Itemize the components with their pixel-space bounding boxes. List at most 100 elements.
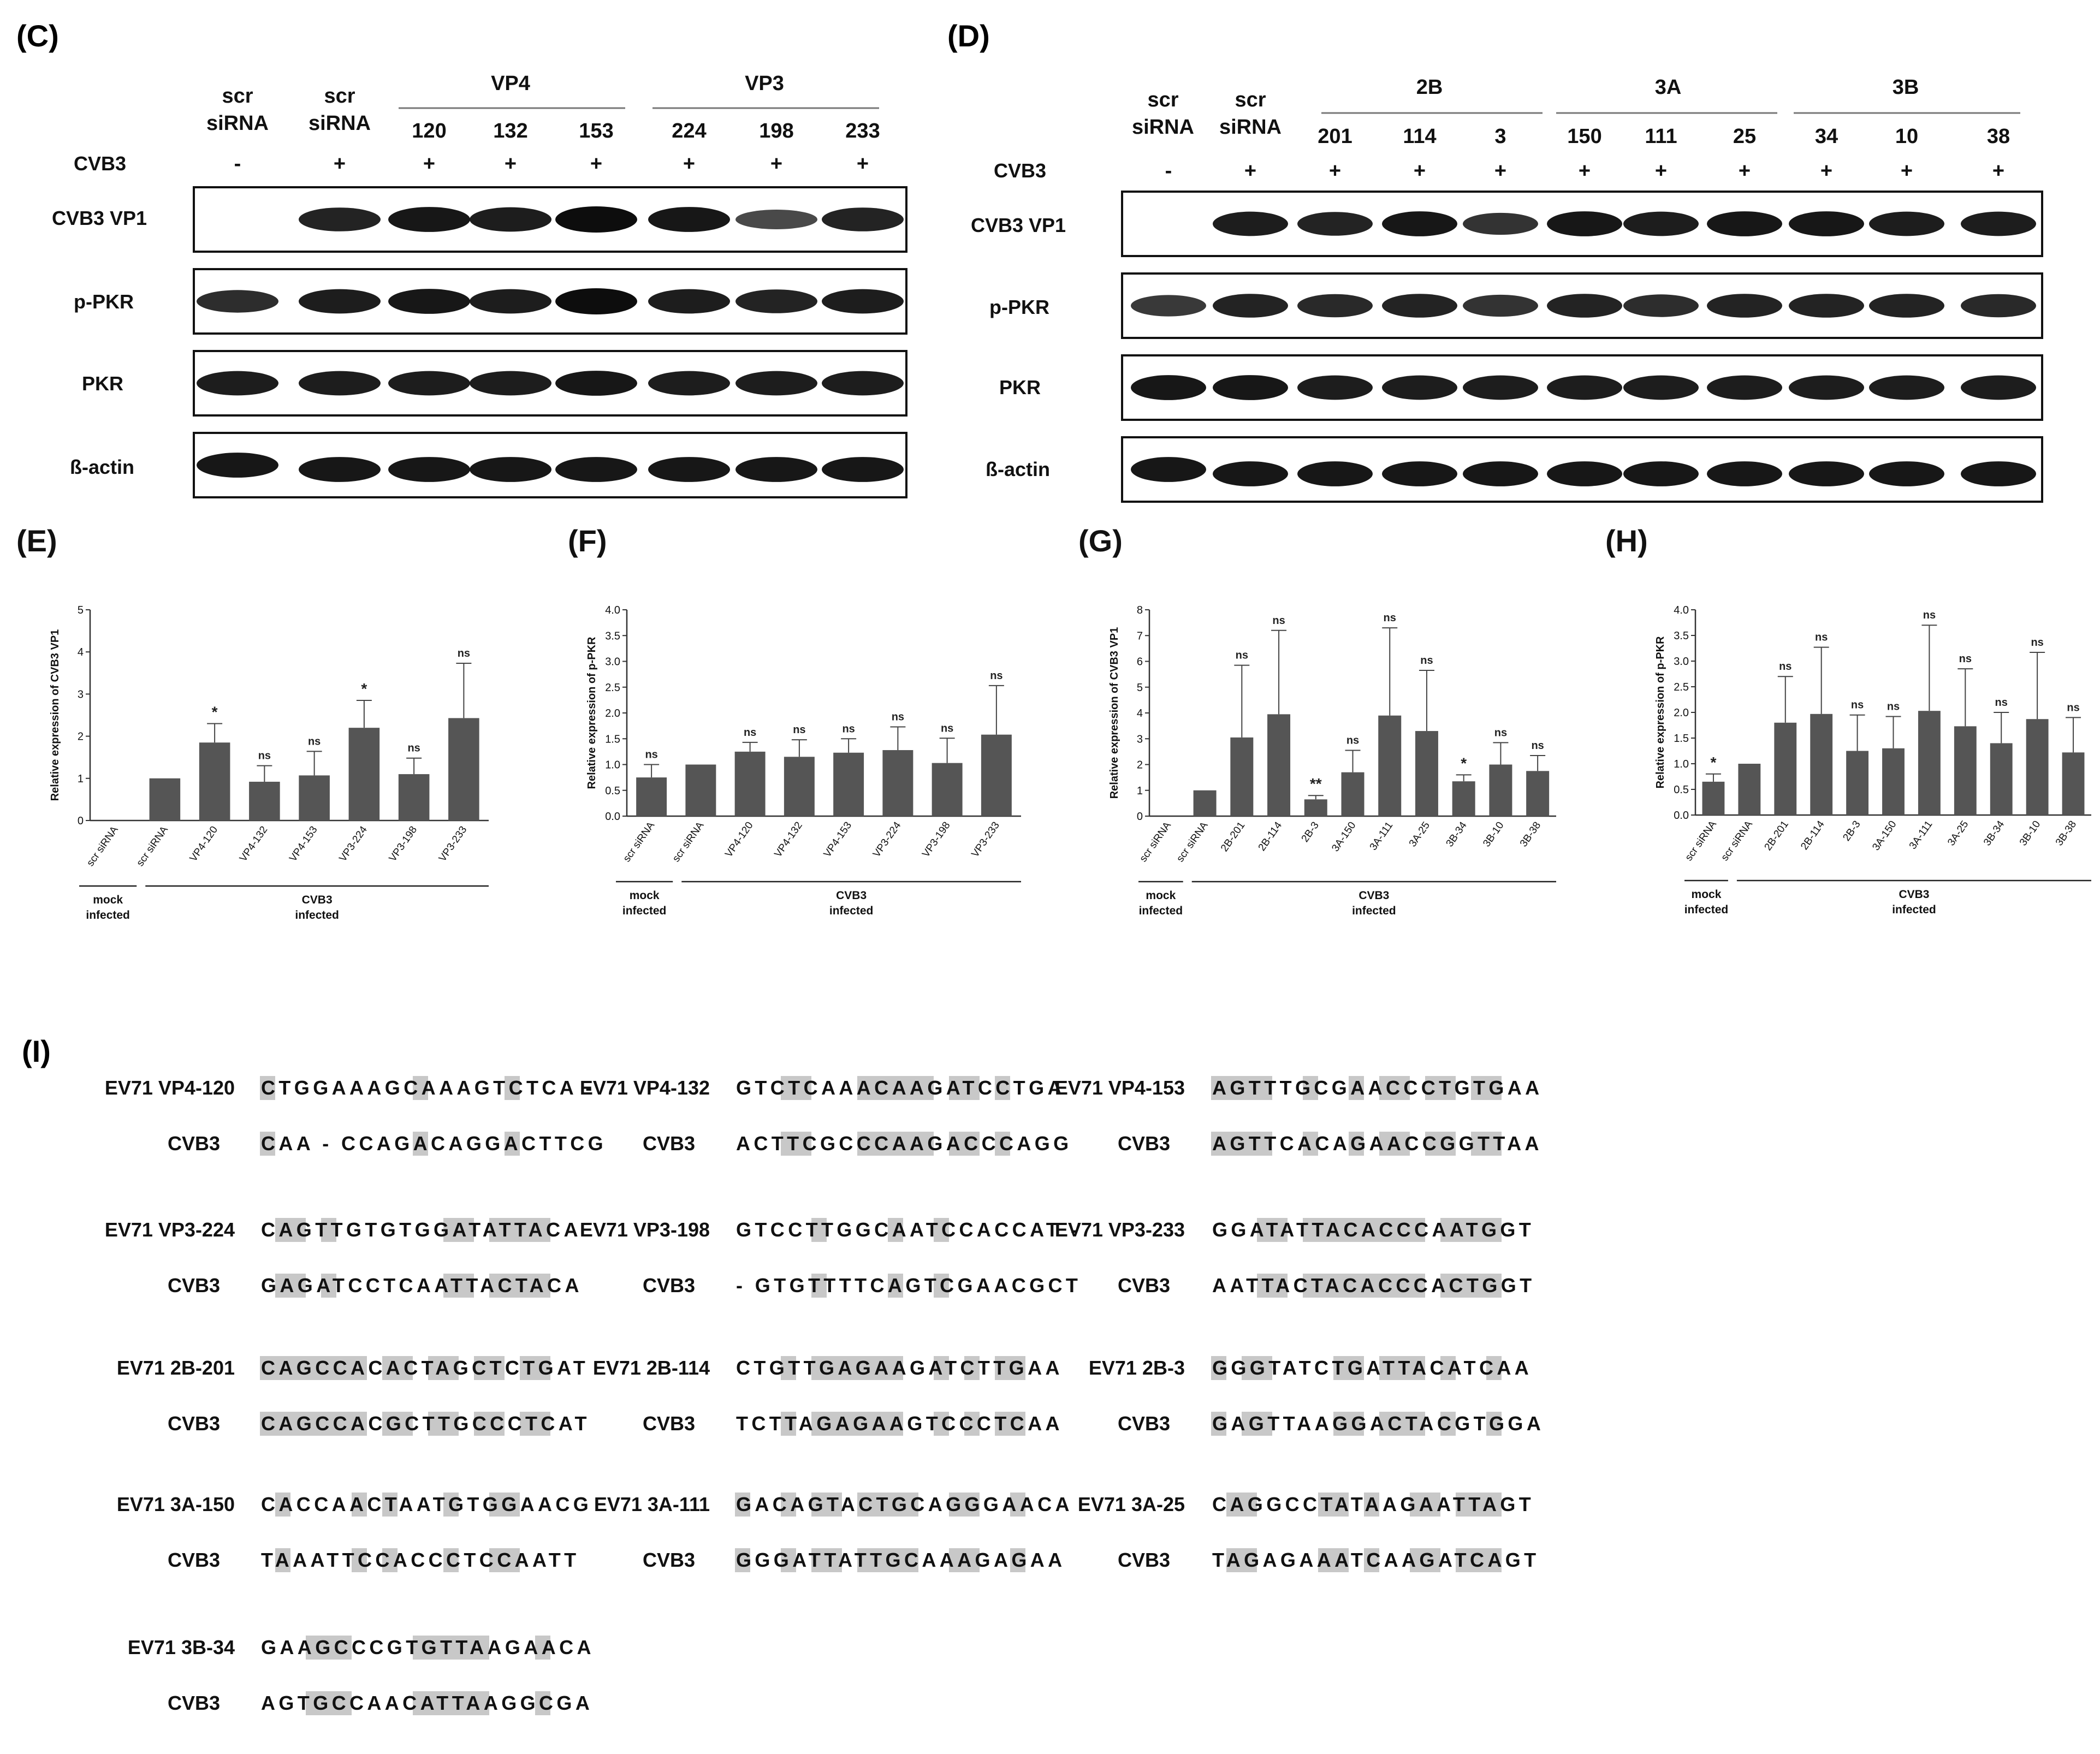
match-highlight	[520, 1356, 535, 1380]
x-tick-label: scr siRNA	[134, 824, 170, 869]
match-highlight	[443, 1218, 459, 1242]
match-highlight	[1440, 1412, 1456, 1436]
d-group-3b: 3B	[1893, 76, 1919, 99]
alignment-seq-ev71: GTCTCAAACAAGATCCTGA	[736, 1077, 1065, 1099]
match-highlight	[1379, 1218, 1395, 1242]
y-tick-label: 0	[1137, 811, 1143, 823]
significance-label: **	[1310, 775, 1322, 792]
significance-label: ns	[1851, 699, 1864, 711]
alignment-seq-ev71: CAGCCACACTAGCTCTGAT	[261, 1357, 589, 1379]
c-cvb3-sign: +	[683, 152, 695, 175]
alignment-seq-cvb3: TAGAGAAATCAAGATCAGT	[1212, 1549, 1540, 1571]
match-highlight	[964, 1493, 980, 1517]
d-blot-band	[1463, 375, 1538, 400]
c-lane-132: 132	[493, 120, 527, 142]
cvb3-group-label-2: infected	[1352, 905, 1396, 917]
y-tick-label: 4.0	[1674, 604, 1689, 616]
match-highlight	[888, 1218, 903, 1242]
match-highlight	[796, 1076, 811, 1100]
y-tick-label: 3.0	[605, 656, 620, 668]
match-highlight	[1410, 1356, 1425, 1380]
match-highlight	[1379, 1076, 1395, 1100]
x-tick-label: 2B-3	[1841, 819, 1862, 843]
match-highlight	[857, 1076, 873, 1100]
match-highlight	[535, 1691, 550, 1715]
significance-label: *	[1461, 754, 1467, 771]
match-highlight	[489, 1493, 505, 1517]
alignment-seq-cvb3: TAAATTCCACCCTCCAATT	[261, 1549, 580, 1571]
match-highlight	[949, 1493, 964, 1517]
match-highlight	[1303, 1218, 1318, 1242]
match-highlight	[1226, 1493, 1242, 1517]
match-highlight	[275, 1218, 290, 1242]
y-tick-label: 1.5	[605, 733, 620, 745]
d-cvb3-sign: +	[1901, 159, 1913, 182]
y-tick-label: 1.0	[1674, 758, 1689, 770]
match-highlight	[934, 1356, 949, 1380]
match-highlight	[260, 1356, 275, 1380]
y-tick-label: 0.0	[605, 811, 620, 823]
match-highlight	[949, 1548, 964, 1572]
d-cvb3-sign: +	[1329, 159, 1341, 182]
y-tick-label: 0.5	[605, 785, 620, 797]
significance-label: ns	[1923, 609, 1936, 621]
match-highlight	[505, 1548, 520, 1572]
match-highlight	[888, 1274, 903, 1298]
alignment-ref-label: CVB3	[1118, 1132, 1170, 1155]
d-blot-band	[1707, 461, 1782, 486]
bar	[981, 734, 1012, 816]
c-cvb3-sign: -	[234, 152, 241, 175]
x-tick-label: 3A-150	[1330, 820, 1358, 854]
match-highlight	[535, 1218, 550, 1242]
d-group-2b: 2B	[1416, 76, 1443, 99]
match-highlight	[1349, 1412, 1364, 1436]
d-blot-band	[1869, 211, 1944, 236]
c-row-ppkr: p-PKR	[74, 290, 134, 313]
significance-label: ns	[1420, 655, 1433, 667]
c-blot-band	[822, 457, 904, 482]
mock-label-2: infected	[1139, 905, 1183, 917]
x-tick-label: VP3-198	[387, 824, 420, 864]
cvb3-group-label: CVB3	[1359, 889, 1389, 902]
x-tick-label: 2B-201	[1219, 820, 1247, 854]
y-tick-label: 2.5	[1674, 681, 1689, 693]
match-highlight	[275, 1274, 290, 1298]
cvb3-group-label-2: infected	[1892, 903, 1936, 916]
match-highlight	[290, 1356, 306, 1380]
match-highlight	[1318, 1548, 1333, 1572]
match-highlight	[443, 1274, 459, 1298]
match-highlight	[382, 1356, 398, 1380]
c-lane-224: 224	[672, 120, 706, 142]
d-blot-band	[1961, 211, 2036, 236]
match-highlight	[352, 1412, 367, 1436]
y-tick-label: 7	[1137, 630, 1143, 642]
match-highlight	[888, 1412, 903, 1436]
match-highlight	[995, 1132, 1010, 1156]
d-row-pkr: PKR	[999, 376, 1041, 399]
alignment-seq-ev71: CTGTTGAGAAGATCTTGAA	[736, 1357, 1063, 1379]
bar	[1738, 764, 1761, 815]
d-blot-band	[1382, 375, 1457, 400]
y-tick-label: 2.0	[1674, 707, 1689, 719]
x-tick-label: VP4-153	[287, 824, 320, 864]
bar	[882, 750, 913, 816]
match-highlight	[1349, 1132, 1364, 1156]
bar	[1415, 731, 1438, 816]
alignment-seq-cvb3: ACTTCGCCCAAGACCCAGG	[736, 1132, 1072, 1155]
x-tick-label: 3A-25	[1945, 819, 1971, 848]
x-tick-label: VP4-120	[188, 824, 221, 864]
y-tick-label: 1	[1137, 785, 1143, 797]
match-highlight	[1349, 1218, 1364, 1242]
match-highlight	[1425, 1493, 1440, 1517]
match-highlight	[1318, 1493, 1333, 1517]
match-highlight	[474, 1636, 489, 1660]
d-cvb3-sign: +	[1244, 159, 1256, 182]
d-blot-strips	[1121, 191, 2043, 503]
y-tick-label: 2	[78, 731, 84, 743]
d-blot-band	[1623, 461, 1699, 486]
match-highlight	[260, 1412, 275, 1436]
match-highlight	[1303, 1076, 1318, 1100]
match-highlight	[1395, 1412, 1410, 1436]
x-tick-label: 3A-111	[1368, 820, 1396, 853]
